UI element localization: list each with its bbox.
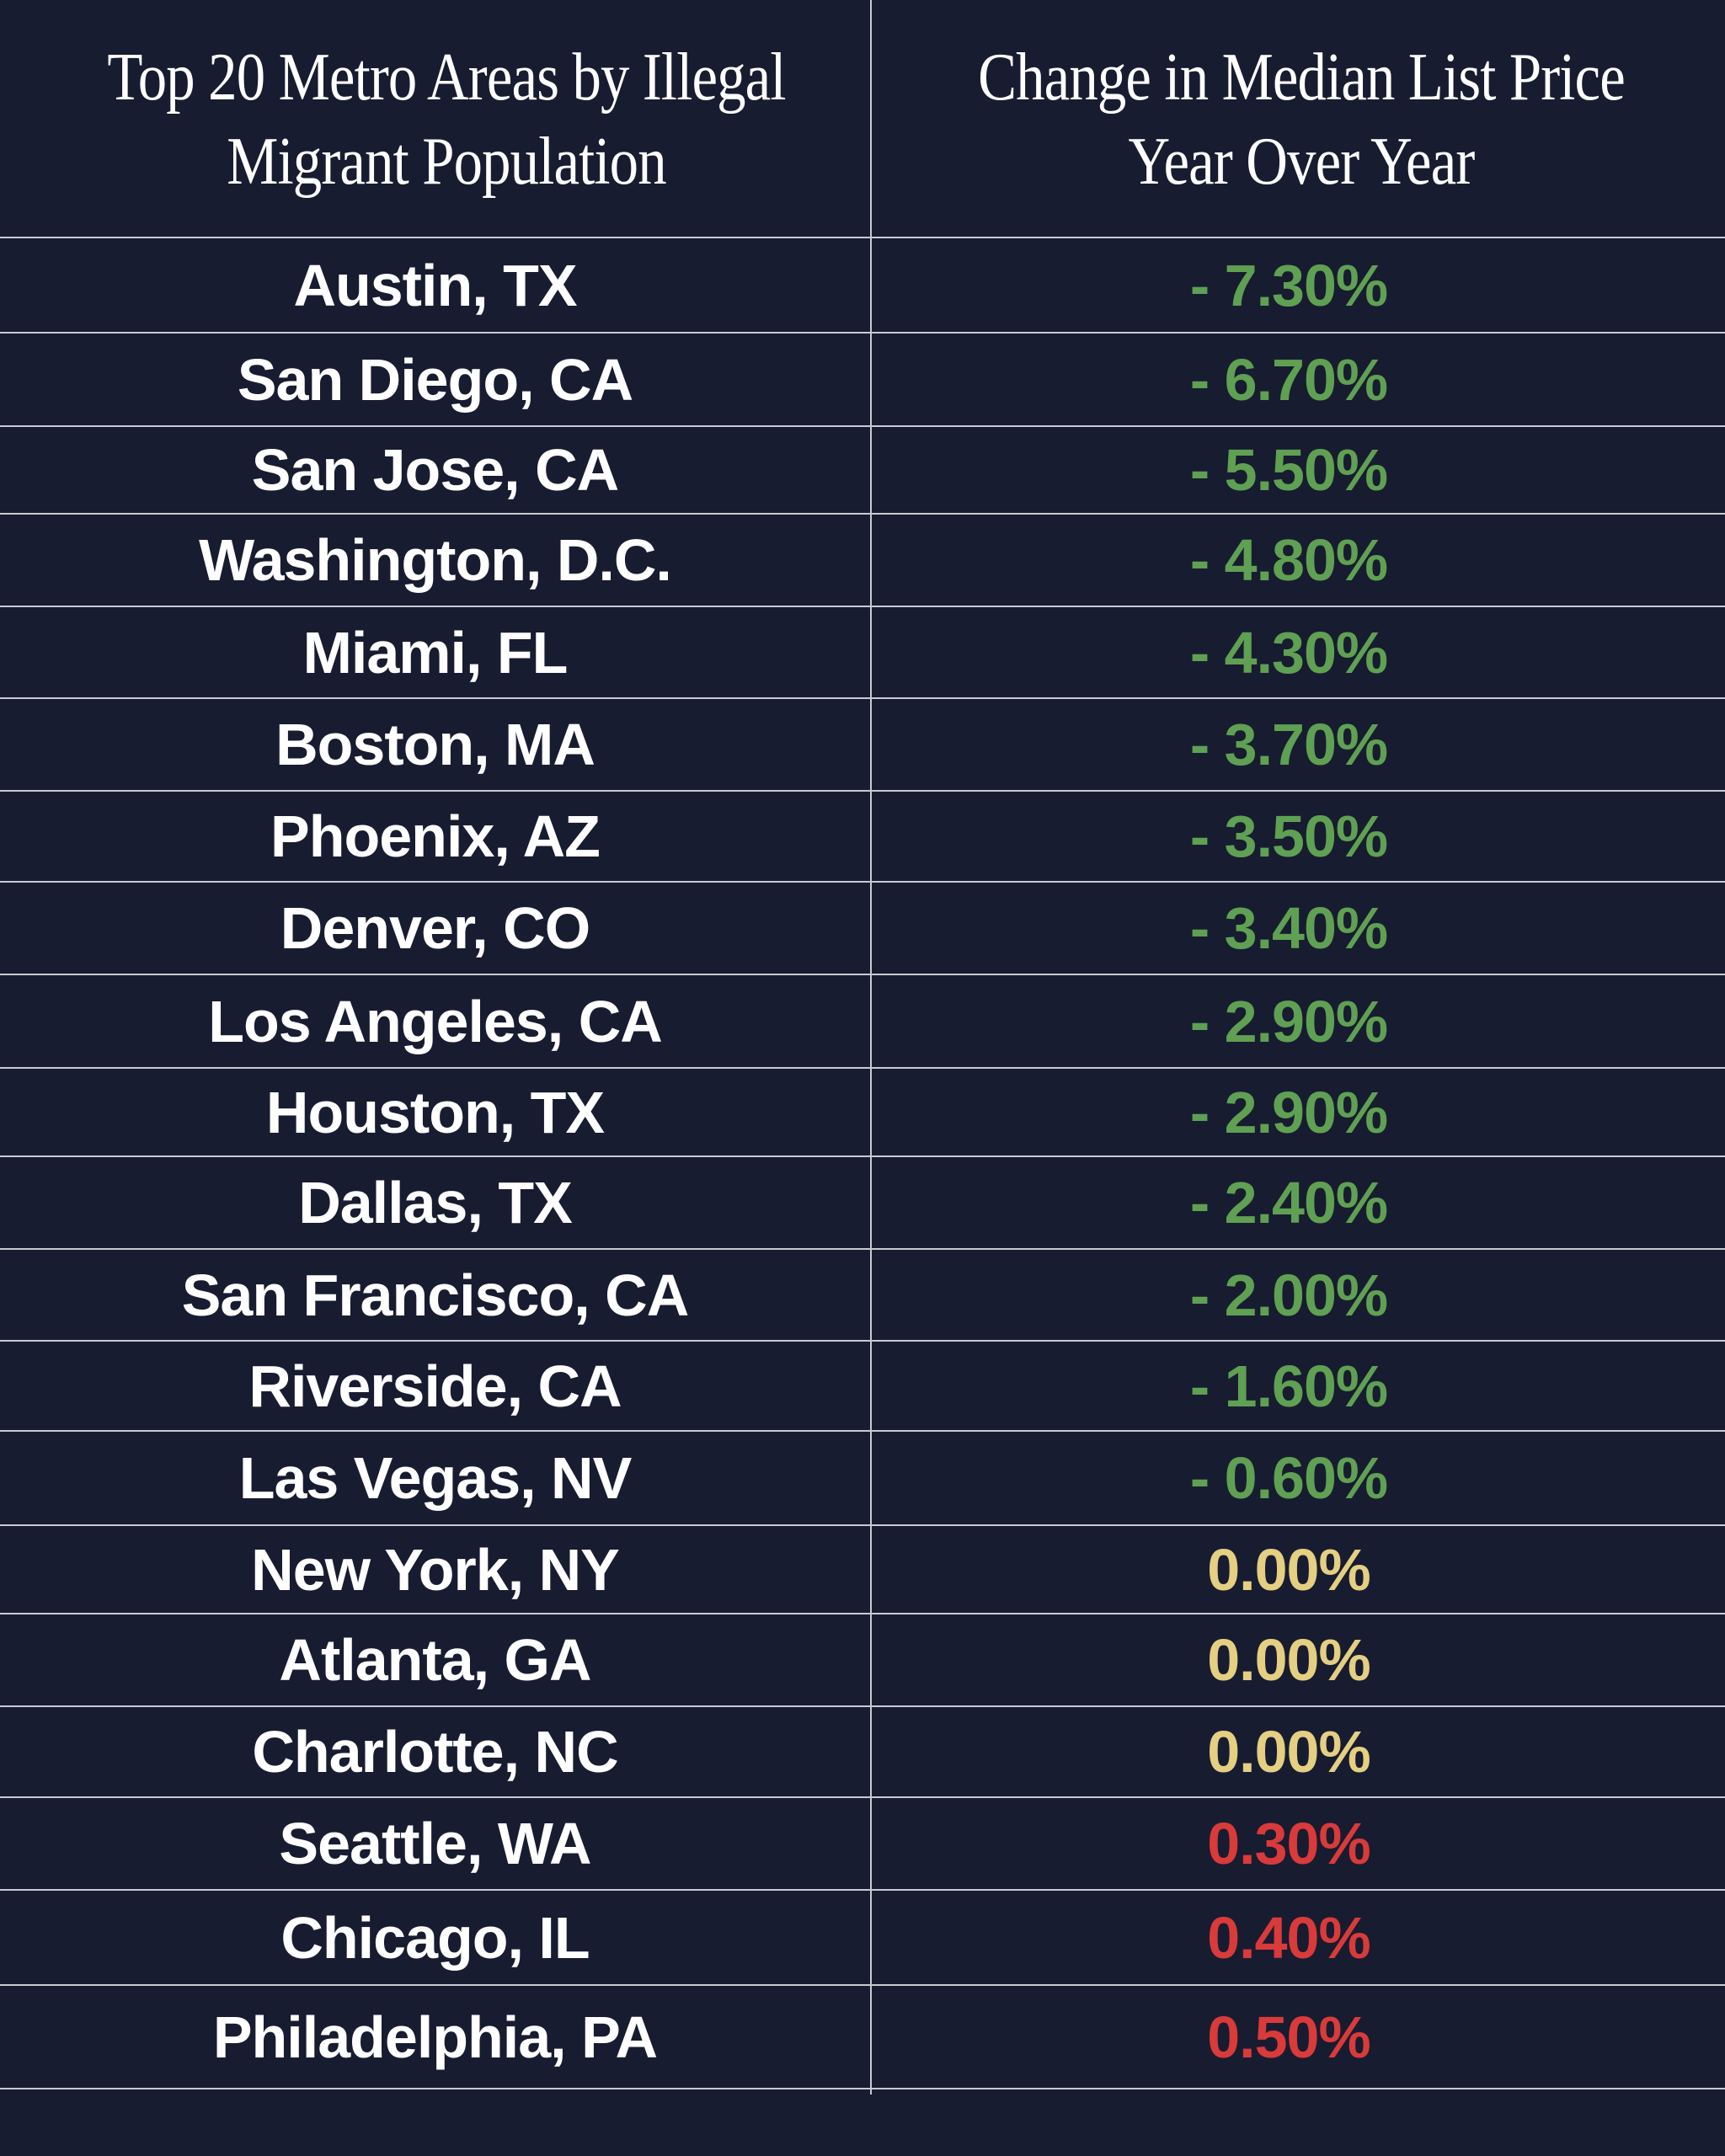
column-header-metro: Top 20 Metro Areas by Illegal Migrant Po… (84, 0, 809, 238)
table-row: San Francisco, CA - 2.00% (0, 1250, 1725, 1342)
metro-name: Atlanta, GA (279, 1627, 591, 1693)
table-row: Los Angeles, CA - 2.90% (0, 975, 1725, 1069)
metro-name: Los Angeles, CA (208, 988, 663, 1054)
column-header-change: Change in Median List Price Year Over Ye… (950, 0, 1653, 238)
price-change-value: - 3.70% (1189, 712, 1388, 777)
table-row: Denver, CO - 3.40% (0, 883, 1725, 975)
price-change-value: - 3.40% (1189, 895, 1388, 961)
price-change-value: - 4.80% (1189, 527, 1388, 593)
metro-name: San Diego, CA (237, 346, 633, 413)
price-change-value: 0.00% (1207, 1536, 1370, 1603)
table-row: Philadelphia, PA 0.50% (0, 1986, 1725, 2089)
table-row: Austin, TX - 7.30% (0, 238, 1725, 334)
price-change-value: - 2.00% (1189, 1262, 1388, 1328)
table-row: San Diego, CA - 6.70% (0, 334, 1725, 427)
price-change-value: - 2.90% (1189, 1079, 1388, 1145)
table-row: Charlotte, NC 0.00% (0, 1707, 1725, 1798)
table-row: Chicago, IL 0.40% (0, 1891, 1725, 1986)
table-row: Miami, FL - 4.30% (0, 607, 1725, 699)
metro-name: Chicago, IL (280, 1904, 590, 1971)
price-change-value: - 0.60% (1189, 1445, 1388, 1511)
table-row: Dallas, TX - 2.40% (0, 1157, 1725, 1250)
column-header-change-line-2: Year Over Year (1128, 124, 1476, 199)
table-row: Phoenix, AZ - 3.50% (0, 792, 1725, 883)
table-row: New York, NY 0.00% (0, 1526, 1725, 1614)
column-divider (870, 0, 872, 2095)
table-row: Atlanta, GA 0.00% (0, 1614, 1725, 1707)
table-row: Washington, D.C. - 4.80% (0, 515, 1725, 607)
price-change-value: 0.30% (1207, 1811, 1370, 1876)
price-change-value: - 4.30% (1189, 619, 1388, 686)
price-change-value: 0.40% (1207, 1904, 1370, 1971)
metro-name: Charlotte, NC (252, 1719, 618, 1785)
metro-name: Denver, CO (280, 895, 590, 961)
metro-name: Philadelphia, PA (212, 2004, 658, 2070)
price-change-value: 0.00% (1207, 1627, 1370, 1693)
metro-name: Boston, MA (275, 712, 595, 777)
price-change-value: - 3.50% (1189, 803, 1388, 869)
column-header-metro-line-2: Migrant Population (227, 124, 666, 199)
metro-name: Phoenix, AZ (270, 803, 601, 869)
column-header-change-line-1: Change in Median List Price (978, 40, 1626, 115)
price-change-value: - 2.40% (1189, 1170, 1388, 1235)
price-change-value: - 1.60% (1189, 1353, 1388, 1419)
metro-name: Riverside, CA (248, 1353, 622, 1419)
price-change-value: - 2.90% (1189, 988, 1388, 1054)
table-row: Boston, MA - 3.70% (0, 699, 1725, 792)
table-row: San Jose, CA - 5.50% (0, 427, 1725, 515)
table-row: Seattle, WA 0.30% (0, 1798, 1725, 1891)
metro-name: San Francisco, CA (181, 1262, 690, 1328)
table-row: Riverside, CA - 1.60% (0, 1342, 1725, 1432)
metro-name: Las Vegas, NV (238, 1445, 633, 1511)
metro-name: Washington, D.C. (199, 527, 672, 593)
table-header: Top 20 Metro Areas by Illegal Migrant Po… (0, 0, 1725, 238)
metro-name: New York, NY (251, 1536, 620, 1603)
table-body: Austin, TX - 7.30% San Diego, CA - 6.70% San… (0, 238, 1725, 2089)
metro-name: Seattle, WA (279, 1811, 591, 1876)
metro-price-table: Top 20 Metro Areas by Illegal Migrant Po… (0, 0, 1725, 2095)
metro-name: Miami, FL (302, 619, 569, 686)
price-change-value: 0.00% (1207, 1719, 1370, 1785)
metro-name: San Jose, CA (251, 437, 619, 503)
metro-name: Austin, TX (293, 252, 577, 318)
table-row: Las Vegas, NV - 0.60% (0, 1432, 1725, 1526)
column-header-metro-line-1: Top 20 Metro Areas by Illegal (107, 40, 786, 115)
price-change-value: - 5.50% (1189, 437, 1388, 503)
table-row: Houston, TX - 2.90% (0, 1069, 1725, 1157)
metro-name: Houston, TX (265, 1079, 605, 1145)
price-change-value: - 6.70% (1189, 346, 1388, 413)
price-change-value: 0.50% (1207, 2004, 1370, 2070)
price-change-value: - 7.30% (1189, 252, 1388, 318)
metro-name: Dallas, TX (298, 1170, 573, 1235)
